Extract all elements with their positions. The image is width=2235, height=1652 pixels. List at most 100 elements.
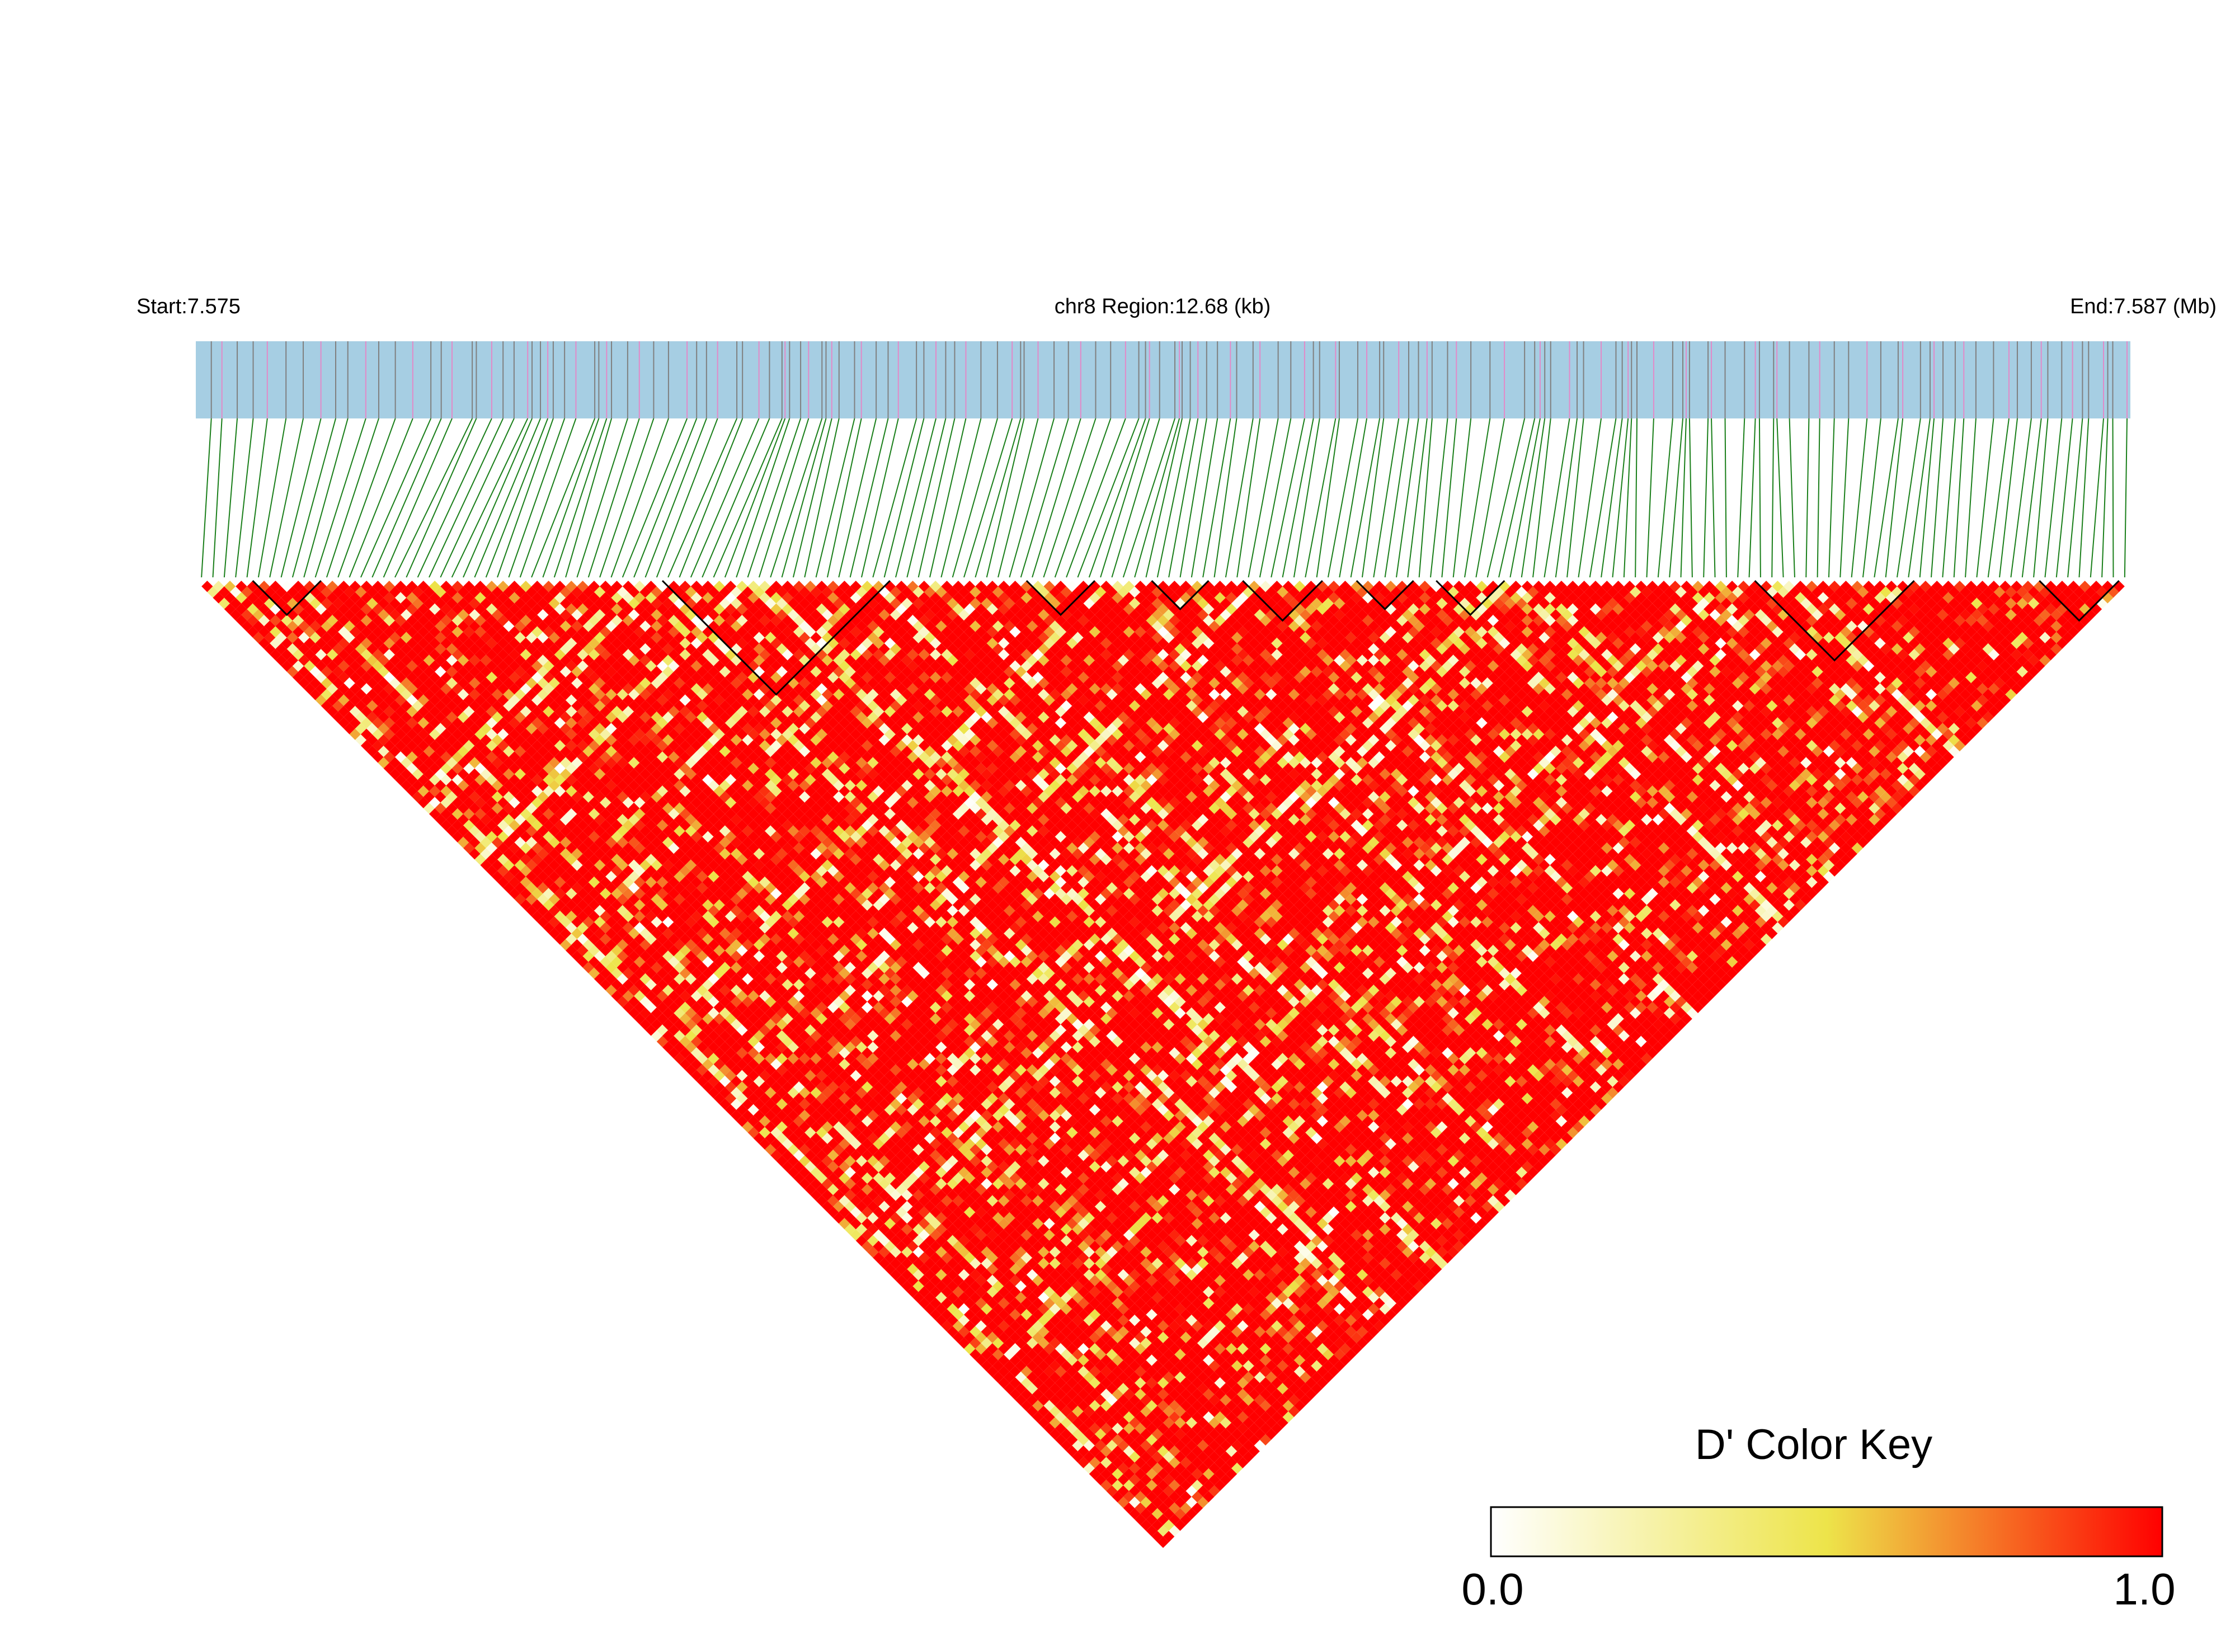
ld-cell xyxy=(309,689,321,700)
ld-cell xyxy=(378,757,389,769)
ld-cell xyxy=(935,1315,947,1326)
snp-connector xyxy=(2010,418,2032,578)
ld-cell xyxy=(401,768,412,780)
ld-cell xyxy=(355,734,367,746)
snp-connector-lines xyxy=(201,418,2128,578)
snp-connector xyxy=(1191,418,1218,578)
ld-cell xyxy=(1004,1383,1015,1395)
ld-cell xyxy=(674,1053,685,1065)
snp-connector xyxy=(1248,418,1279,578)
ld-cell xyxy=(1106,1485,1118,1497)
ld-cell xyxy=(708,1087,719,1099)
snp-connector xyxy=(1669,418,1684,578)
ld-cell xyxy=(981,1360,992,1372)
snp-connector xyxy=(1168,418,1199,578)
ld-cell xyxy=(446,813,458,826)
snp-connector xyxy=(1532,418,1551,578)
snp-connector xyxy=(2067,418,2083,578)
snp-connector xyxy=(1475,418,1505,578)
snp-connector xyxy=(2112,418,2114,578)
snp-connector xyxy=(815,418,855,578)
snp-connector xyxy=(1225,418,1254,578)
snp-connector xyxy=(724,418,786,578)
ld-cell xyxy=(668,1036,680,1047)
snp-connector xyxy=(553,418,608,578)
ld-cell xyxy=(543,910,554,923)
ld-cell xyxy=(1146,1525,1158,1537)
snp-connector xyxy=(1703,418,1709,578)
ld-cell xyxy=(554,922,566,934)
ld-cell xyxy=(742,1121,754,1133)
ld-cell xyxy=(1038,1417,1050,1429)
snp-connector xyxy=(519,418,577,578)
snp-connector xyxy=(826,418,862,578)
snp-connector xyxy=(1771,418,1775,578)
snp-connector xyxy=(1077,418,1140,578)
snp-connector xyxy=(1555,418,1578,578)
snp-connector xyxy=(1908,418,1931,578)
snp-connector xyxy=(1009,418,1055,578)
snp-connector xyxy=(1509,418,1541,578)
ld-cell xyxy=(895,1274,907,1287)
snp-connector xyxy=(1316,418,1340,578)
ld-cell xyxy=(474,854,486,865)
snp-connector xyxy=(1498,418,1536,578)
ld-cell xyxy=(594,973,606,985)
snp-connector xyxy=(1486,418,1526,578)
snp-connector xyxy=(1521,418,1546,578)
snp-connector xyxy=(291,418,336,578)
snp-connector xyxy=(576,418,628,578)
ld-cell xyxy=(668,1047,680,1059)
ld-cell xyxy=(634,1013,646,1025)
ld-cell xyxy=(509,876,520,888)
ld-cell xyxy=(537,905,549,917)
snp-connector xyxy=(2044,418,2063,578)
ld-cell xyxy=(827,1206,839,1218)
ld-cell xyxy=(1015,1394,1027,1406)
ld-cell xyxy=(389,757,401,769)
snp-connector xyxy=(1635,418,1638,578)
ld-cell xyxy=(315,694,327,706)
ld-cell xyxy=(674,1041,685,1053)
snp-connector xyxy=(1441,418,1457,578)
snp-connector xyxy=(997,418,1039,578)
snp-connector xyxy=(929,418,967,578)
snp-connector xyxy=(1032,418,1081,578)
ld-cell xyxy=(525,905,538,917)
ld-cell xyxy=(326,694,338,706)
snp-connector xyxy=(542,418,600,578)
ld-cell xyxy=(1055,1434,1067,1446)
snp-connector xyxy=(417,418,492,578)
snp-connector xyxy=(917,418,956,578)
snp-connector xyxy=(1601,418,1623,578)
ld-cell xyxy=(1157,1536,1169,1548)
snp-connector xyxy=(1179,418,1207,578)
ld-cell xyxy=(634,1001,646,1013)
ld-cell xyxy=(787,1166,799,1178)
snp-connector xyxy=(371,418,442,578)
ld-cell xyxy=(435,813,446,826)
ld-cell xyxy=(1117,1496,1129,1508)
ld-cell xyxy=(394,763,407,774)
ld-cell xyxy=(605,985,617,996)
snp-connector xyxy=(1646,418,1654,578)
ld-cell xyxy=(759,1127,771,1138)
snp-connector xyxy=(1789,418,1795,578)
ld-cell xyxy=(1123,1502,1135,1514)
ld-cell xyxy=(970,1349,981,1361)
snp-connector xyxy=(463,418,533,578)
snp-connector xyxy=(633,418,698,578)
snp-connector xyxy=(895,418,937,578)
ld-cell xyxy=(412,791,424,803)
snp-connector xyxy=(1271,418,1305,578)
region-bar xyxy=(196,341,2130,418)
ld-cell xyxy=(480,848,492,860)
ld-cell xyxy=(281,660,293,672)
snp-connector xyxy=(610,418,669,578)
ld-cell xyxy=(349,717,361,729)
ld-cell xyxy=(423,791,435,803)
ld-cell xyxy=(571,950,583,962)
snp-connector xyxy=(838,418,877,578)
ld-cell xyxy=(1083,1462,1095,1474)
snp-connector xyxy=(656,418,718,578)
